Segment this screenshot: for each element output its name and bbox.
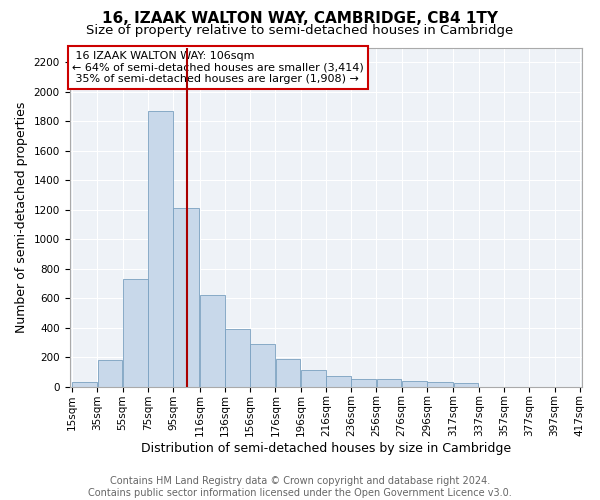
Y-axis label: Number of semi-detached properties: Number of semi-detached properties (15, 102, 28, 333)
Text: Size of property relative to semi-detached houses in Cambridge: Size of property relative to semi-detach… (86, 24, 514, 37)
X-axis label: Distribution of semi-detached houses by size in Cambridge: Distribution of semi-detached houses by … (141, 442, 511, 455)
Bar (352, 378, 376, 386)
Bar (454, 383, 478, 386)
Bar (301, 370, 326, 386)
Bar (250, 344, 275, 387)
Text: 16 IZAAK WALTON WAY: 106sqm
← 64% of semi-detached houses are smaller (3,414)
 3: 16 IZAAK WALTON WAY: 106sqm ← 64% of sem… (72, 51, 364, 84)
Bar (326, 376, 351, 386)
Bar (98, 360, 122, 386)
Text: 16, IZAAK WALTON WAY, CAMBRIDGE, CB4 1TY: 16, IZAAK WALTON WAY, CAMBRIDGE, CB4 1TY (102, 11, 498, 26)
Bar (200, 295, 224, 386)
Bar (276, 360, 301, 386)
Bar (123, 279, 148, 386)
Bar (402, 381, 427, 386)
Bar (173, 208, 199, 386)
Bar (73, 382, 97, 386)
Bar (377, 380, 401, 386)
Bar (148, 111, 173, 386)
Bar (427, 382, 453, 386)
Text: Contains HM Land Registry data © Crown copyright and database right 2024.
Contai: Contains HM Land Registry data © Crown c… (88, 476, 512, 498)
Bar (225, 329, 250, 386)
